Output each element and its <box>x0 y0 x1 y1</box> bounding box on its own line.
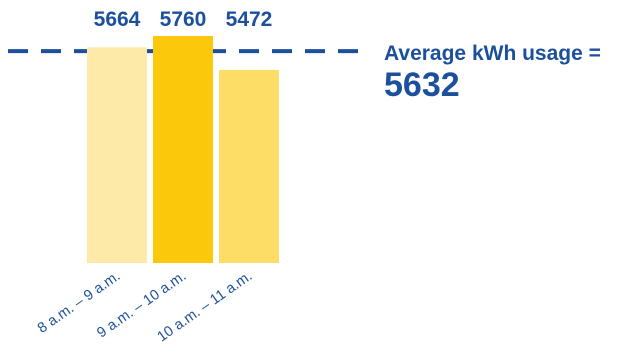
bar-2 <box>153 36 213 263</box>
value-labels-group: 5664 5760 5472 <box>94 8 273 31</box>
bar-value-label-2: 5760 <box>160 8 207 31</box>
bar-value-label-3: 5472 <box>226 8 273 31</box>
bars-group <box>87 36 279 264</box>
bar-1 <box>87 47 147 264</box>
average-label: Average kWh usage = <box>384 42 601 65</box>
bar-3 <box>219 70 279 263</box>
bar-value-label-1: 5664 <box>94 8 141 31</box>
x-tick-labels-group: 8 a.m. – 9 a.m.9 a.m. – 10 a.m.10 a.m. –… <box>35 268 255 345</box>
average-value: 5632 <box>384 66 460 104</box>
